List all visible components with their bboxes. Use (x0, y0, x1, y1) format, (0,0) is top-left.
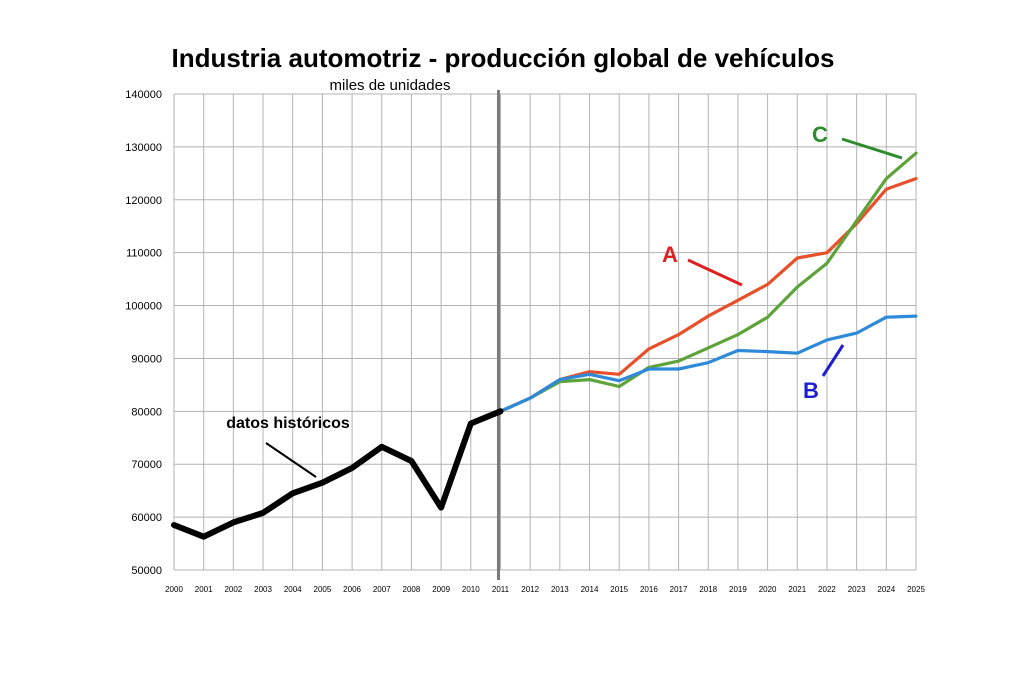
series-line-historico (171, 408, 504, 540)
x-tick-label: 2024 (877, 585, 895, 594)
y-tick-label: 90000 (131, 353, 162, 365)
x-tick-label: 2005 (314, 585, 332, 594)
y-tick-label: 120000 (125, 195, 162, 207)
grid (173, 93, 917, 571)
series-lines (171, 151, 918, 540)
annotation-b: B (803, 378, 819, 403)
x-tick-label: 2019 (729, 585, 747, 594)
x-tick-label: 2025 (907, 585, 925, 594)
y-tick-label: 70000 (131, 459, 162, 471)
y-tick-label: 100000 (125, 301, 162, 313)
y-tick-label: 130000 (125, 142, 162, 154)
x-tick-label: 2000 (165, 585, 183, 594)
y-tick-label: 80000 (131, 406, 162, 418)
x-tick-label: 2017 (670, 585, 688, 594)
annotation-a: A (662, 242, 678, 267)
y-tick-label: 60000 (131, 512, 162, 524)
x-tick-label: 2015 (610, 585, 628, 594)
x-tick-label: 2014 (581, 585, 599, 594)
x-tick-label: 2003 (254, 585, 272, 594)
x-tick-label: 2006 (343, 585, 361, 594)
x-tick-label: 2001 (195, 585, 213, 594)
x-tick-label: 2021 (788, 585, 806, 594)
y-tick-label: 140000 (125, 89, 162, 101)
x-tick-label: 2002 (224, 585, 242, 594)
annotation-pointer-b (821, 344, 845, 377)
x-tick-label: 2009 (432, 585, 450, 594)
chart-title: Industria automotriz - producción global… (171, 43, 834, 73)
y-tick-label: 50000 (131, 565, 162, 577)
x-tick-label: 2023 (848, 585, 866, 594)
x-tick-label: 2004 (284, 585, 302, 594)
y-tick-label: 110000 (126, 248, 162, 260)
annotations: datos históricos A B C (226, 122, 903, 478)
x-tick-label: 2013 (551, 585, 569, 594)
chart-subtitle: miles de unidades (330, 77, 451, 94)
x-axis-ticks: 2000 2001 2002 2003 2004 2005 2006 2007 2008 2009… (165, 585, 925, 594)
annotation-datos-historicos: datos históricos (226, 415, 350, 432)
x-tick-label: 2016 (640, 585, 658, 594)
x-tick-label: 2007 (373, 585, 391, 594)
x-tick-label: 2012 (521, 585, 539, 594)
y-axis-ticks: 50000 60000 70000 80000 90000 100000 110000 120… (125, 89, 162, 577)
annotation-pointer-a (687, 258, 743, 287)
x-tick-label: 2011 (492, 585, 510, 594)
annotation-c: C (812, 122, 828, 147)
x-tick-label: 2008 (403, 585, 421, 594)
annotation-pointer-historicos (265, 442, 317, 478)
x-tick-label: 2020 (759, 585, 777, 594)
series-line-c (498, 151, 918, 413)
series-line-b (498, 314, 918, 413)
x-tick-label: 2018 (699, 585, 717, 594)
x-tick-label: 2010 (462, 585, 480, 594)
annotation-pointer-c (841, 137, 903, 160)
x-tick-label: 2022 (818, 585, 836, 594)
